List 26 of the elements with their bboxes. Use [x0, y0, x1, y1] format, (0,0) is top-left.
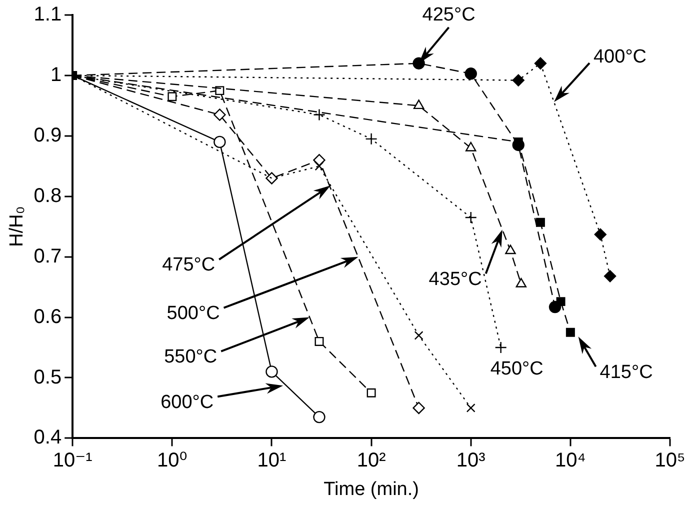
- x-tick-label: 10¹: [257, 450, 287, 472]
- y-tick-label: 1: [50, 64, 62, 86]
- annotation: 500°C: [166, 303, 220, 324]
- annotation: 425°C: [422, 4, 476, 26]
- annotation: 450°C: [490, 358, 544, 380]
- x-tick-label: 10²: [356, 450, 386, 472]
- annotation: 475°C: [162, 254, 216, 276]
- y-tick-label: 0.4: [34, 426, 62, 449]
- y-tick-label: 0.9: [34, 124, 62, 146]
- x-tick-label: 10⁻¹: [52, 450, 93, 472]
- y-tick-label: 0.6: [34, 306, 62, 328]
- x-tick-label: 10³: [456, 450, 486, 472]
- y-tick-label: 0.8: [34, 184, 62, 207]
- annotation: 435°C: [428, 268, 482, 290]
- y-tick-label: 1.1: [34, 4, 62, 26]
- annotation: 550°C: [164, 346, 218, 368]
- annotation: 415°C: [600, 362, 653, 383]
- annotation: 400°C: [593, 46, 647, 68]
- x-tick-label: 10⁵: [654, 450, 686, 472]
- y-axis-title: H/H₀: [6, 206, 28, 247]
- x-tick-label: 10⁴: [555, 450, 586, 472]
- annotation: 600°C: [160, 392, 214, 413]
- y-tick-label: 0.7: [34, 245, 62, 268]
- y-tick-label: 0.5: [34, 366, 62, 388]
- x-axis-title: Time (min.): [324, 478, 419, 500]
- x-tick-label: 10⁰: [157, 450, 188, 472]
